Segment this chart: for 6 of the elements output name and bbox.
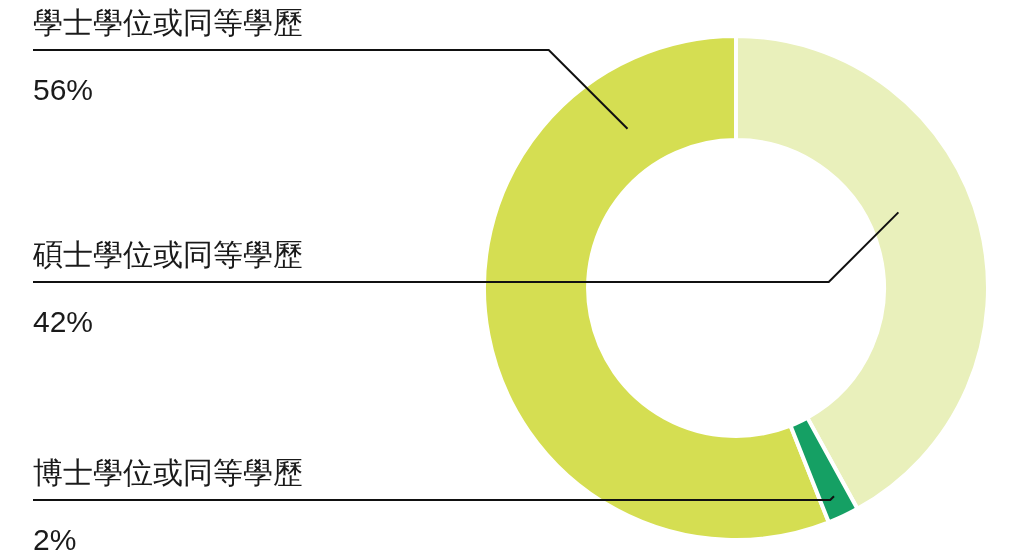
data-label: 2% <box>33 523 77 554</box>
slice-label: 博士學位或同等學歷 <box>33 456 303 489</box>
data-label: 42% <box>33 305 94 338</box>
data-label: 56% <box>33 73 94 106</box>
slice-label: 碩士學位或同等學歷 <box>32 238 303 271</box>
slice-label: 學士學位或同等學歷 <box>33 6 303 39</box>
